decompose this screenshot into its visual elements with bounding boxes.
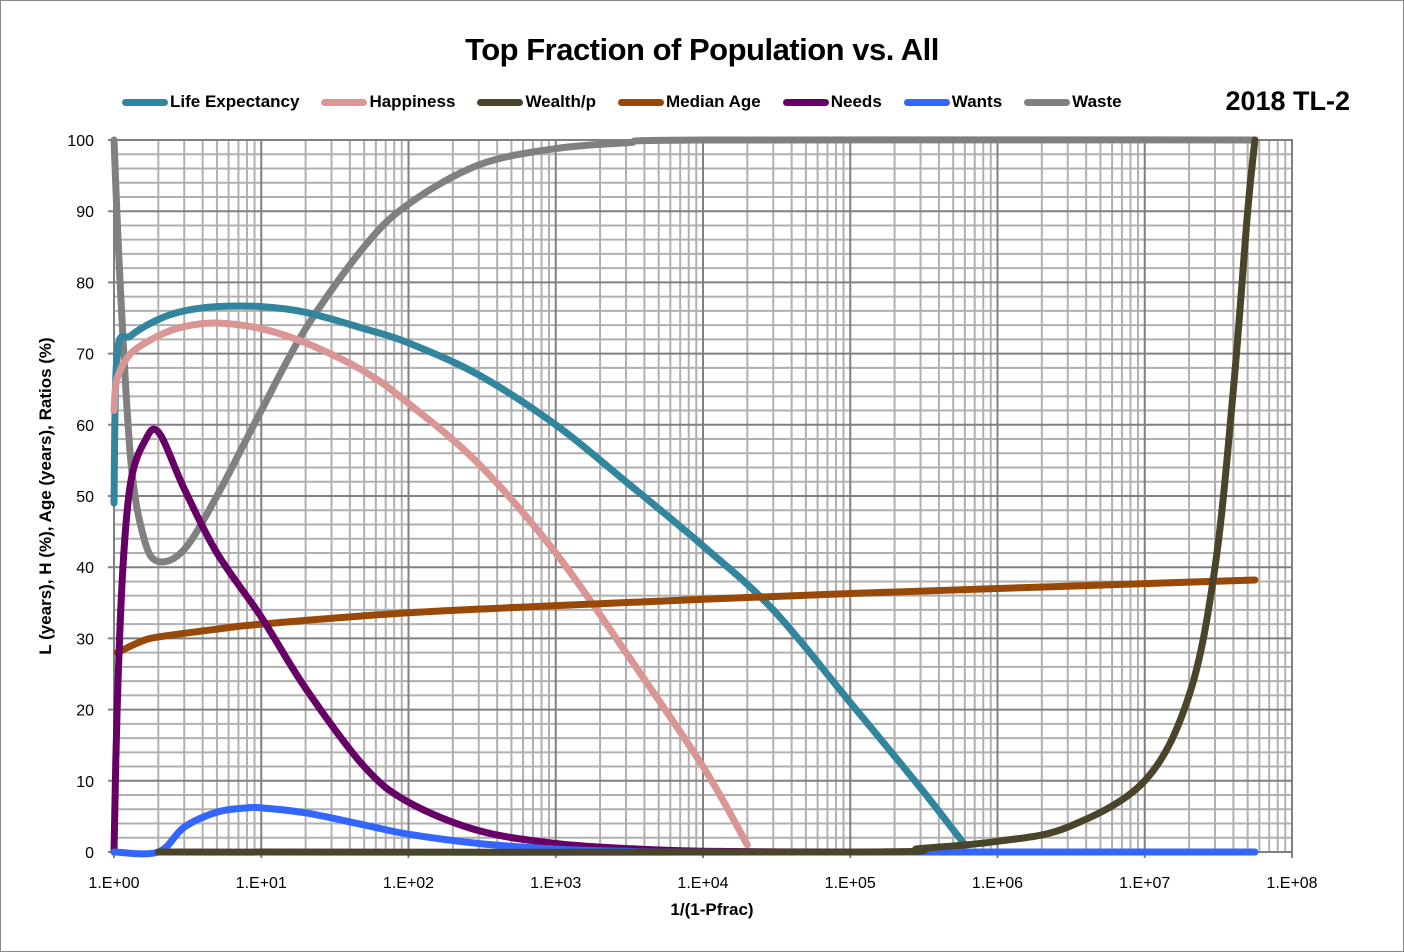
x-axis-label: 1/(1-Pfrac) [670, 900, 754, 919]
svg-text:100: 100 [67, 133, 94, 150]
svg-text:40: 40 [76, 560, 94, 577]
series-wants [110, 803, 1259, 858]
svg-text:90: 90 [76, 204, 94, 221]
svg-text:1.E+04: 1.E+04 [677, 875, 728, 892]
chart-tag: 2018 TL-2 [1225, 86, 1350, 116]
legend-swatch-icon [1024, 98, 1071, 106]
svg-text:1.E+01: 1.E+01 [236, 875, 287, 892]
series-happiness [110, 319, 751, 849]
legend-swatch-icon [903, 98, 950, 106]
svg-text:0: 0 [85, 845, 94, 862]
svg-text:30: 30 [76, 631, 94, 648]
svg-text:60: 60 [76, 418, 94, 435]
svg-text:80: 80 [76, 275, 94, 292]
svg-text:70: 70 [76, 347, 94, 364]
series-life-expectancy [110, 302, 969, 849]
legend-item-life-expectancy: Life Expectancy [122, 92, 299, 112]
svg-text:1.E+05: 1.E+05 [825, 875, 876, 892]
series-wealth-p [154, 136, 1259, 856]
series-median-age [113, 576, 1259, 657]
series-needs [110, 425, 969, 856]
legend-swatch-icon [617, 98, 664, 106]
series-waste [110, 136, 1259, 566]
svg-text:1.E+08: 1.E+08 [1266, 875, 1317, 892]
legend-item-wealth: Wealth/p [477, 92, 596, 112]
y-axis-label: L (years), H (%), Age (years), Ratios (%… [36, 337, 55, 655]
axis-ticks: 0 10 20 30 40 50 60 70 80 90 100 1.E+00 1.E+01 1.E+02… [67, 133, 1317, 892]
legend-item-happiness: Happiness [321, 92, 455, 112]
svg-text:1.E+06: 1.E+06 [972, 875, 1023, 892]
legend-item-needs: Needs [782, 92, 882, 112]
chart-title: Top Fraction of Population vs. All [465, 32, 939, 67]
legend-item-median-age: Median Age [617, 92, 761, 112]
series-lines [110, 136, 1259, 858]
svg-text:10: 10 [76, 774, 94, 791]
svg-text:1.E+00: 1.E+00 [88, 875, 139, 892]
legend-item-waste: Waste [1024, 92, 1122, 112]
legend-swatch-icon [122, 98, 168, 106]
legend-swatch-icon [782, 98, 829, 106]
grid-lines [108, 139, 1293, 858]
svg-text:20: 20 [76, 703, 94, 720]
legend: Life Expectancy Happiness Wealth/p Media… [122, 92, 1144, 112]
svg-text:1.E+07: 1.E+07 [1119, 875, 1170, 892]
svg-text:1.E+03: 1.E+03 [530, 875, 581, 892]
legend-swatch-icon [477, 98, 524, 106]
svg-text:1.E+02: 1.E+02 [383, 875, 434, 892]
legend-item-wants: Wants [903, 92, 1002, 112]
svg-text:50: 50 [76, 489, 94, 506]
legend-swatch-icon [321, 98, 368, 106]
